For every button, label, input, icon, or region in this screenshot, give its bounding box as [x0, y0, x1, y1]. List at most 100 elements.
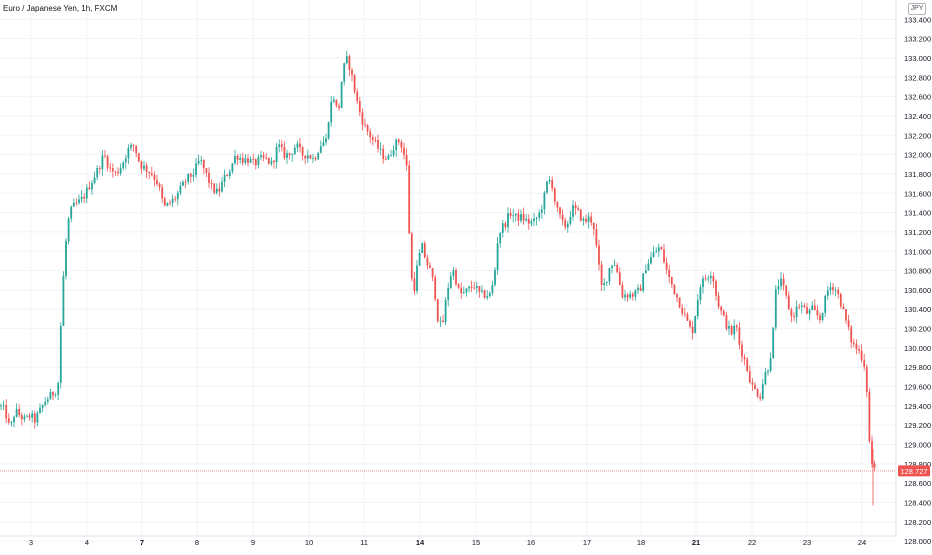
candle-body	[507, 213, 509, 228]
candle-body	[59, 325, 62, 383]
candle-body	[124, 158, 127, 163]
candle-body	[215, 188, 218, 193]
candle-body	[78, 199, 80, 204]
candle-body	[772, 327, 775, 359]
candle-body	[821, 312, 824, 321]
candle-body	[806, 307, 808, 314]
candle-body	[449, 276, 452, 288]
candle-body	[267, 157, 270, 164]
candle-body	[525, 219, 528, 221]
candle-body	[65, 241, 67, 277]
candle-body	[530, 221, 533, 224]
candle-body	[634, 290, 637, 297]
x-tick-label: 14	[416, 538, 425, 547]
candle-body	[764, 372, 767, 385]
candle-body	[637, 287, 639, 291]
candle-body	[800, 305, 803, 307]
candle-body	[663, 249, 665, 263]
y-tick-label: 130.000	[904, 344, 931, 353]
candle-body	[260, 155, 262, 158]
x-tick-label: 16	[527, 538, 535, 547]
candle-body	[410, 233, 413, 279]
candle-body	[96, 168, 99, 178]
y-tick-label: 130.600	[904, 286, 931, 295]
candle-body	[356, 91, 359, 102]
candle-body	[577, 208, 580, 210]
candle-body	[270, 160, 273, 164]
candle-body	[397, 139, 400, 143]
currency-badge[interactable]: JPY	[908, 3, 926, 15]
candle-body	[650, 256, 652, 264]
candle-body	[387, 155, 390, 160]
candle-body	[41, 404, 44, 408]
candle-body	[20, 415, 23, 420]
y-tick-label: 129.600	[904, 383, 931, 392]
candle-body	[192, 174, 195, 177]
candle-body	[338, 105, 340, 108]
candle-body	[202, 159, 205, 169]
candle-body	[106, 156, 109, 168]
candles-layer	[0, 50, 876, 506]
candle-body	[847, 320, 850, 328]
candle-body	[325, 138, 327, 143]
candle-body	[374, 139, 377, 141]
candle-body	[70, 206, 73, 219]
candle-body	[832, 287, 834, 291]
candle-body	[13, 416, 15, 423]
candle-body	[423, 243, 426, 258]
candle-body	[226, 174, 229, 177]
x-tick-label: 8	[195, 538, 199, 547]
y-tick-label: 132.800	[904, 73, 931, 82]
candle-body	[197, 160, 200, 164]
candle-body	[561, 214, 564, 220]
candle-body	[803, 305, 806, 308]
candle-body	[85, 187, 88, 199]
candle-body	[156, 179, 158, 185]
candle-body	[426, 257, 429, 266]
candle-body	[143, 165, 145, 169]
candle-body	[704, 278, 707, 280]
candle-body	[494, 269, 496, 285]
candle-body	[579, 209, 582, 221]
candle-body	[343, 63, 346, 82]
y-tick-label: 131.800	[904, 170, 931, 179]
y-tick-label: 130.200	[904, 325, 931, 334]
x-tick-label: 21	[692, 538, 700, 547]
x-tick-label: 15	[472, 538, 480, 547]
candle-body	[132, 144, 135, 146]
symbol-title: Euro / Japanese Yen, 1h, FXCM	[3, 4, 118, 13]
candle-body	[26, 415, 28, 417]
candle-body	[319, 146, 322, 153]
candle-body	[208, 172, 210, 184]
candle-body	[39, 407, 41, 413]
candle-body	[759, 396, 762, 399]
last-price-label: 128.727	[900, 467, 927, 476]
candle-body	[10, 422, 13, 423]
candle-body	[44, 401, 47, 405]
candle-body	[265, 157, 268, 159]
candle-body	[101, 155, 104, 170]
candle-body	[150, 173, 153, 176]
candle-body	[850, 327, 853, 343]
candle-body	[741, 344, 743, 357]
candle-body	[200, 159, 203, 161]
candle-body	[296, 143, 299, 148]
candle-body	[868, 392, 871, 442]
candle-body	[842, 306, 845, 310]
candle-body	[795, 306, 798, 318]
candle-body	[720, 306, 723, 311]
candle-body	[221, 181, 223, 192]
candle-body	[587, 216, 590, 222]
candle-body	[691, 326, 694, 334]
candle-body	[678, 297, 681, 308]
x-tick-label: 17	[583, 538, 591, 547]
candle-body	[735, 325, 738, 328]
candle-body	[652, 252, 655, 257]
candle-body	[501, 223, 504, 233]
candle-body	[780, 278, 782, 287]
candle-body	[538, 212, 541, 218]
candle-body	[808, 309, 811, 314]
candle-body	[234, 155, 236, 164]
